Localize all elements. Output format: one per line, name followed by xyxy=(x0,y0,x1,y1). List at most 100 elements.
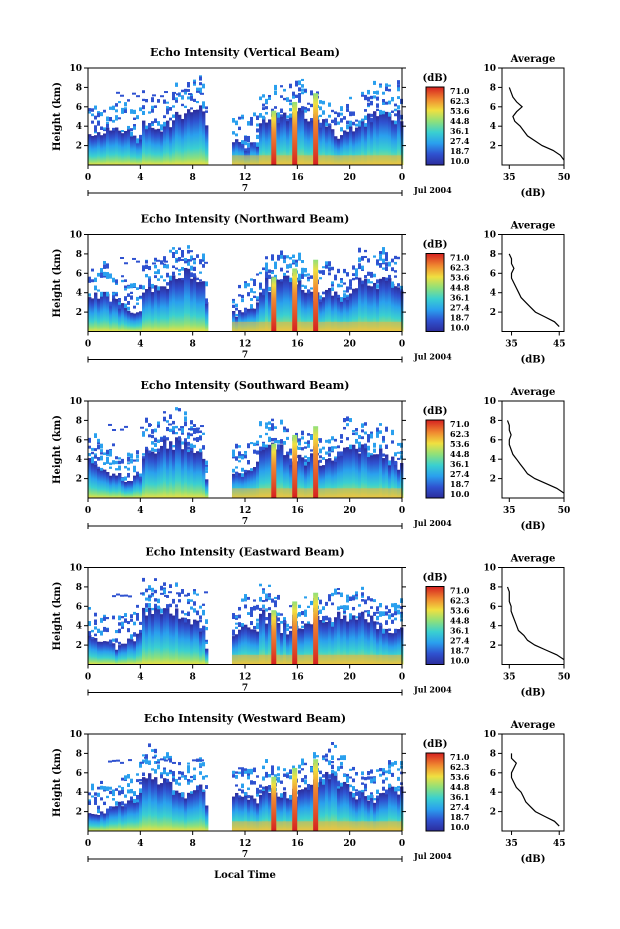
echo-speckle xyxy=(132,257,136,260)
echo-speckle xyxy=(385,252,388,258)
echo-column xyxy=(310,784,314,831)
echo-speckle xyxy=(280,793,283,798)
echo-column xyxy=(112,806,116,831)
echo-speckle xyxy=(121,477,124,481)
echo-speckle xyxy=(262,787,265,792)
echo-speckle xyxy=(334,438,337,442)
echo-speckle xyxy=(151,429,154,434)
echo-speckle xyxy=(289,460,292,466)
echo-speckle xyxy=(340,605,343,609)
echo-column xyxy=(268,612,272,665)
echo-speckle xyxy=(124,296,127,301)
echo-speckle xyxy=(151,447,154,452)
average-x-label: (dB) xyxy=(521,854,546,865)
echo-speckle xyxy=(88,278,91,283)
echo-speckle xyxy=(262,600,265,603)
echo-column xyxy=(157,290,161,332)
echo-speckle xyxy=(178,592,181,596)
echo-speckle xyxy=(241,473,244,477)
echo-speckle xyxy=(120,257,124,260)
echo-column xyxy=(130,312,134,332)
echo-speckle xyxy=(367,611,370,616)
echo-column xyxy=(190,112,194,165)
echo-speckle xyxy=(328,597,331,602)
echo-speckle xyxy=(238,460,241,463)
echo-speckle xyxy=(256,450,259,455)
echo-column xyxy=(364,446,368,498)
echo-speckle xyxy=(157,286,160,291)
echo-speckle xyxy=(187,260,190,266)
echo-speckle xyxy=(238,454,241,459)
echo-speckle xyxy=(232,770,235,774)
echo-column xyxy=(259,613,263,665)
echo-speckle xyxy=(349,776,352,779)
echo-speckle xyxy=(190,97,193,101)
echo-speckle xyxy=(382,267,385,270)
echo-speckle xyxy=(265,608,268,612)
echo-speckle xyxy=(128,595,132,598)
echo-speckle xyxy=(154,448,157,452)
echo-speckle xyxy=(205,460,208,465)
echo-column xyxy=(94,814,98,831)
echo-speckle xyxy=(238,294,241,297)
echo-speckle xyxy=(394,786,397,792)
echo-speckle xyxy=(175,267,178,270)
echo-speckle xyxy=(124,618,127,623)
y-axis-label: Height (km) xyxy=(52,415,63,484)
echo-speckle xyxy=(331,592,334,597)
echo-column xyxy=(190,792,194,831)
echo-speckle xyxy=(109,806,112,810)
echo-speckle xyxy=(331,755,334,760)
echo-speckle xyxy=(247,768,250,774)
echo-speckle xyxy=(109,786,112,790)
echo-column xyxy=(397,287,401,332)
echo-speckle xyxy=(301,78,304,81)
echo-speckle xyxy=(124,777,127,781)
echo-speckle xyxy=(352,786,355,791)
echo-speckle xyxy=(397,788,400,792)
echo-speckle xyxy=(172,271,175,276)
echo-column xyxy=(139,138,143,165)
echo-speckle xyxy=(322,446,325,450)
echo-speckle xyxy=(235,303,238,308)
y-tick-label: 2 xyxy=(76,142,82,152)
echo-column xyxy=(247,470,251,498)
echo-speckle xyxy=(193,591,196,595)
average-x-tick-label: 35 xyxy=(503,673,516,683)
colorbar-tick-label: 53.6 xyxy=(450,439,470,449)
echo-speckle xyxy=(112,294,115,299)
echo-speckle xyxy=(280,267,283,272)
echo-speckle xyxy=(88,437,91,443)
echo-speckle xyxy=(152,756,156,759)
echo-column xyxy=(376,454,380,498)
echo-column xyxy=(304,623,308,665)
echo-speckle xyxy=(250,278,253,281)
echo-speckle xyxy=(355,616,358,619)
echo-speckle xyxy=(301,430,304,436)
echo-speckle xyxy=(235,626,238,629)
echo-speckle xyxy=(295,94,298,98)
echo-speckle xyxy=(376,259,379,263)
echo-speckle xyxy=(316,755,319,758)
echo-speckle xyxy=(391,96,394,102)
echo-speckle xyxy=(370,606,373,609)
echo-speckle xyxy=(271,425,274,431)
echo-speckle xyxy=(346,124,349,130)
echo-speckle xyxy=(118,101,121,104)
echo-column xyxy=(163,438,167,498)
echo-column xyxy=(373,282,377,332)
echo-speckle xyxy=(271,770,274,776)
echo-speckle xyxy=(259,421,262,427)
echo-speckle xyxy=(190,433,193,437)
echo-speckle xyxy=(307,605,310,609)
echo-speckle xyxy=(385,277,388,281)
average-x-label: (dB) xyxy=(521,188,546,199)
echo-speckle xyxy=(136,779,139,783)
echo-speckle xyxy=(88,606,91,610)
echo-speckle xyxy=(283,259,286,264)
echo-column xyxy=(148,451,152,498)
echo-speckle xyxy=(247,292,250,297)
echo-column xyxy=(94,292,98,332)
echo-speckle xyxy=(244,770,247,774)
echo-speckle xyxy=(259,113,262,118)
